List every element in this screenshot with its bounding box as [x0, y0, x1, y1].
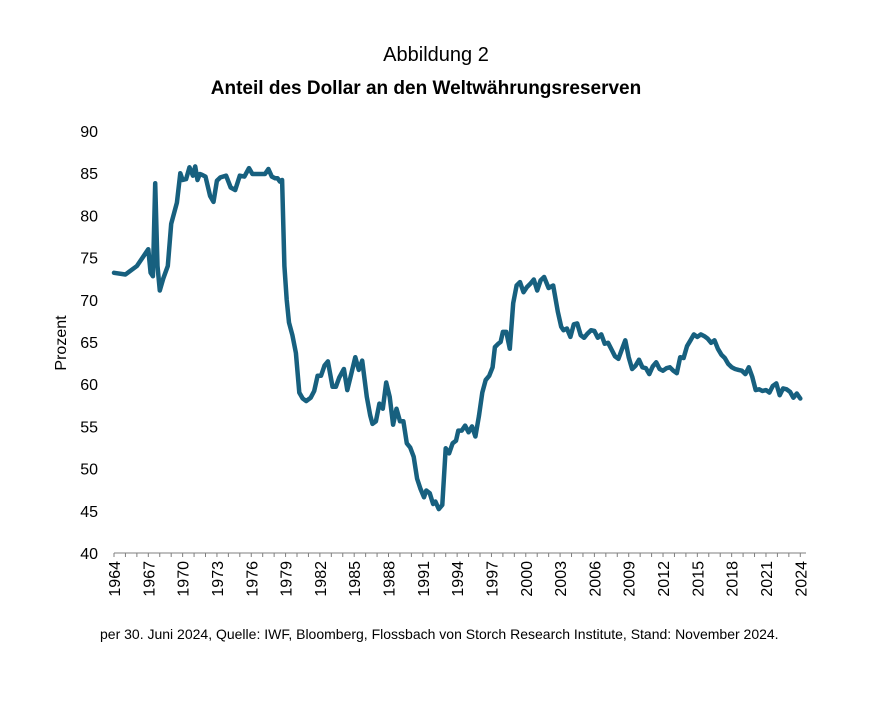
x-tick-label: 2003 — [553, 561, 570, 597]
series-line — [111, 164, 803, 512]
chart-title: Anteil des Dollar an den Weltwährungsres… — [210, 78, 642, 99]
x-tick-label: 2012 — [656, 561, 673, 597]
x-tick-label: 1973 — [210, 561, 227, 597]
y-tick-label: 80 — [80, 208, 98, 225]
figure-label: Abbildung 2 — [383, 44, 489, 66]
x-tick-label: 1994 — [450, 561, 467, 597]
y-tick-label: 70 — [80, 293, 98, 310]
series-layer — [111, 164, 803, 512]
x-tick-label: 1985 — [347, 561, 364, 597]
x-tick-label: 2015 — [690, 561, 707, 597]
y-tick-label: 90 — [80, 124, 98, 141]
x-tick-label: 1979 — [279, 561, 296, 597]
x-tick-label: 1997 — [484, 561, 501, 597]
y-axis: 40 45 50 55 60 65 70 75 80 85 90 — [80, 124, 98, 563]
x-axis: 1964 1967 1970 1973 1976 1979 1982 1985 1988 1991… — [107, 552, 810, 597]
x-tick-label: 1967 — [141, 561, 158, 597]
y-tick-label: 85 — [80, 166, 98, 183]
y-tick-label: 40 — [80, 546, 98, 563]
y-tick-label: 60 — [80, 377, 98, 394]
x-tick-label: 2009 — [622, 561, 639, 597]
y-tick-label: 45 — [80, 504, 98, 521]
x-tick-label: 1988 — [382, 561, 399, 597]
x-tick-label: 2021 — [759, 561, 776, 597]
x-tick-label: 2024 — [793, 561, 810, 597]
y-tick-label: 55 — [80, 419, 98, 436]
x-tick-label: 1970 — [176, 561, 193, 597]
x-tick-label: 1964 — [107, 561, 124, 597]
x-tick-label: 1982 — [313, 561, 330, 597]
y-tick-label: 65 — [80, 335, 98, 352]
x-tick-label: 2000 — [519, 561, 536, 597]
y-tick-label: 50 — [80, 462, 98, 479]
x-tick-label: 2018 — [725, 561, 742, 597]
y-tick-label: 75 — [80, 251, 98, 268]
x-tick-label: 1976 — [244, 561, 261, 597]
x-tick-label: 1991 — [416, 561, 433, 597]
x-tick-label: 2006 — [587, 561, 604, 597]
y-axis-label: Prozent — [53, 315, 70, 371]
source-note: per 30. Juni 2024, Quelle: IWF, Bloomber… — [100, 626, 779, 642]
